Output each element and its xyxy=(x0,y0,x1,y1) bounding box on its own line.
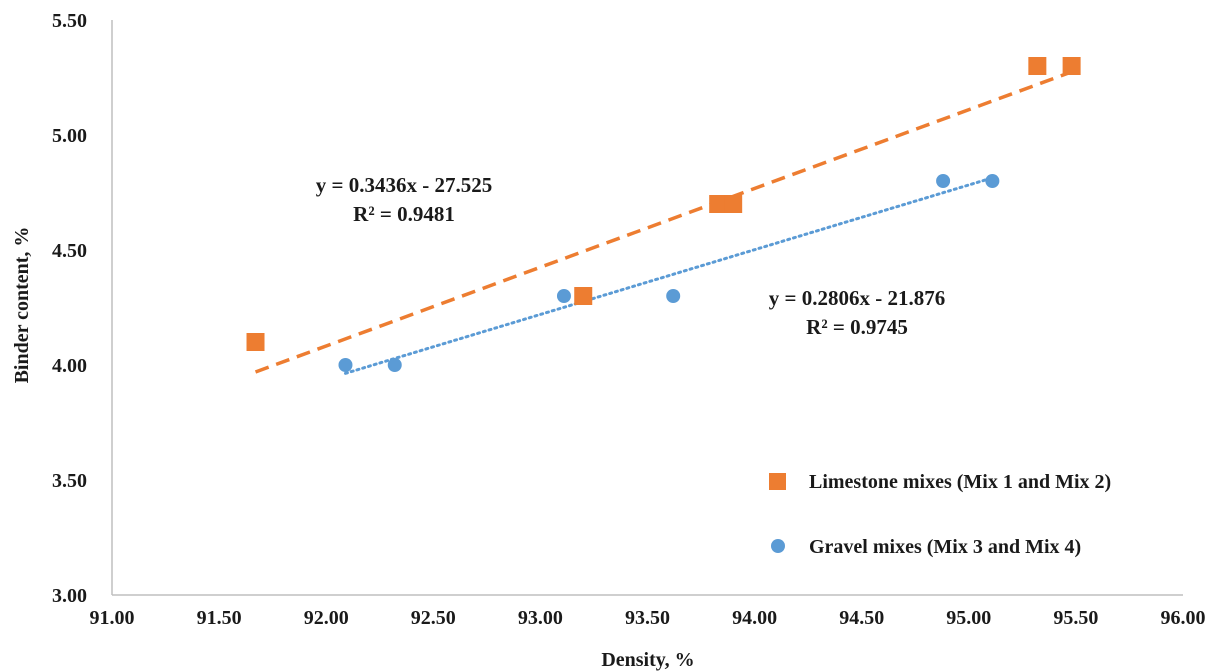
gravel-data-point xyxy=(387,358,402,372)
x-tick-label: 94.00 xyxy=(732,607,777,629)
y-tick-label: 4.00 xyxy=(52,355,87,377)
limestone-data-point xyxy=(709,195,728,213)
x-tick-label: 93.50 xyxy=(625,607,670,629)
legend-label-gravel: Gravel mixes (Mix 3 and Mix 4) xyxy=(809,536,1081,558)
gravel-r-squared: R² = 0.9745 xyxy=(806,315,908,339)
y-tick-label: 4.50 xyxy=(52,240,87,262)
x-tick-label: 94.50 xyxy=(839,607,884,629)
gravel-data-point xyxy=(985,174,1000,188)
gravel-trendline xyxy=(343,176,994,375)
legend-item-gravel: Gravel mixes (Mix 3 and Mix 4) xyxy=(771,536,1081,558)
gravel-data-point xyxy=(338,358,353,372)
limestone-data-point xyxy=(1062,57,1081,75)
x-tick-label: 96.00 xyxy=(1161,607,1206,629)
x-tick-label: 92.50 xyxy=(411,607,456,629)
gravel-trendline-annotation: y = 0.2806x - 21.876 R² = 0.9745 xyxy=(769,286,945,339)
limestone-equation: y = 0.3436x - 27.525 xyxy=(316,173,492,197)
legend-item-limestone: Limestone mixes (Mix 1 and Mix 2) xyxy=(769,471,1111,493)
legend-label-limestone: Limestone mixes (Mix 1 and Mix 2) xyxy=(809,471,1111,493)
x-tick-label: 95.50 xyxy=(1053,607,1098,629)
y-tick-label: 3.00 xyxy=(52,585,87,607)
gravel-equation: y = 0.2806x - 21.876 xyxy=(769,286,945,310)
legend-circle-marker xyxy=(771,539,785,553)
x-tick-label: 93.00 xyxy=(518,607,563,629)
y-tick-label: 3.50 xyxy=(52,470,87,492)
limestone-r-squared: R² = 0.9481 xyxy=(353,202,455,226)
x-tick-label: 91.50 xyxy=(197,607,242,629)
limestone-data-point xyxy=(1028,57,1047,75)
limestone-trendline xyxy=(254,70,1073,374)
x-tick-label: 91.00 xyxy=(90,607,135,629)
gravel-data-point xyxy=(936,174,951,188)
x-tick-labels: 91.00 91.50 92.00 92.50 93.00 93.50 94.00 94.50… xyxy=(90,607,1206,629)
gravel-data-point xyxy=(556,289,571,303)
x-axis-title: Density, % xyxy=(601,649,694,671)
trendlines xyxy=(254,70,1073,375)
limestone-data-point xyxy=(246,333,265,351)
x-tick-label: 92.00 xyxy=(304,607,349,629)
limestone-data-point xyxy=(574,287,593,305)
data-points xyxy=(246,57,1081,372)
legend: Limestone mixes (Mix 1 and Mix 2) Gravel… xyxy=(769,471,1111,558)
y-tick-labels: 3.00 3.50 4.00 4.50 5.00 5.50 xyxy=(52,10,87,607)
axes xyxy=(111,20,1183,596)
limestone-data-point xyxy=(724,195,743,213)
limestone-trendline-annotation: y = 0.3436x - 27.525 R² = 0.9481 xyxy=(316,173,492,226)
y-tick-label: 5.50 xyxy=(52,10,87,32)
x-tick-label: 95.00 xyxy=(946,607,991,629)
gravel-data-point xyxy=(666,289,681,303)
y-tick-label: 5.00 xyxy=(52,125,87,147)
y-axis-title: Binder content, % xyxy=(11,227,33,384)
legend-square-marker xyxy=(769,473,786,490)
